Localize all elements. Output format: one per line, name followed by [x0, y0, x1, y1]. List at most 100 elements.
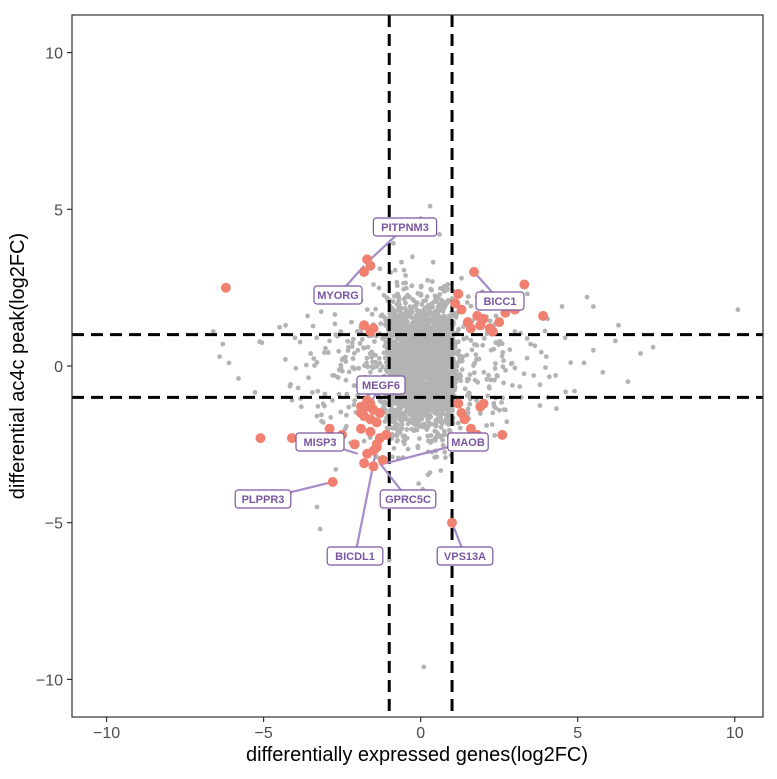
data-point-grey: [429, 311, 434, 317]
data-point-grey: [467, 372, 473, 377]
data-point-grey: [434, 315, 439, 321]
data-point-grey: [330, 397, 335, 403]
data-point-significant: [456, 304, 467, 315]
data-point-grey: [393, 413, 398, 419]
data-point-grey: [421, 664, 427, 670]
data-point-grey: [444, 287, 450, 293]
data-point-grey: [417, 423, 423, 429]
data-point-grey: [521, 371, 527, 377]
data-point-grey: [350, 356, 356, 361]
data-point-grey: [418, 386, 424, 392]
data-point-grey: [220, 341, 226, 347]
data-point-grey: [376, 356, 382, 361]
data-point-grey: [377, 266, 383, 272]
data-point-grey: [418, 346, 424, 351]
data-point-grey: [399, 399, 404, 405]
data-point-grey: [537, 403, 543, 408]
data-point-grey: [472, 370, 477, 376]
data-point-grey: [339, 357, 345, 363]
data-point-grey: [257, 339, 262, 345]
data-point-grey: [330, 373, 336, 378]
data-point-grey: [425, 424, 431, 430]
gene-label-box: [372, 217, 438, 237]
gene-label-myorg: MYORG: [313, 285, 363, 305]
x-tick-label: −5: [254, 725, 272, 742]
data-point-grey: [401, 361, 406, 367]
gene-label-box: [295, 432, 345, 452]
data-point-grey: [467, 401, 473, 407]
data-point-grey: [438, 315, 443, 321]
data-point-significant: [356, 423, 366, 434]
data-point-grey: [638, 351, 643, 356]
data-point-grey: [424, 294, 430, 299]
data-point-grey: [442, 449, 448, 455]
data-point-grey: [454, 368, 460, 374]
y-tick-label: 5: [54, 202, 63, 219]
data-point-grey: [306, 375, 311, 381]
data-point-grey: [440, 308, 446, 314]
data-point-significant: [447, 517, 457, 528]
data-point-grey: [446, 403, 452, 409]
data-point-grey: [394, 283, 400, 289]
data-point-grey: [422, 325, 427, 331]
data-point-grey: [411, 428, 417, 434]
data-point-grey: [437, 232, 442, 237]
data-point-grey: [319, 412, 324, 418]
data-point-grey: [446, 394, 452, 399]
y-tick-label: −10: [36, 672, 63, 689]
data-point-grey: [277, 324, 282, 330]
data-point-grey: [492, 366, 498, 371]
data-point-grey: [439, 351, 444, 357]
gene-label-text: MYORG: [317, 290, 359, 302]
data-point-grey: [416, 329, 421, 334]
data-point-grey: [442, 402, 447, 408]
gene-label-box: [356, 375, 406, 395]
data-point-significant: [365, 426, 376, 437]
data-point-grey: [430, 406, 436, 411]
data-point-grey: [543, 365, 548, 370]
data-point-significant: [453, 398, 464, 409]
data-point-grey: [373, 306, 378, 312]
data-point-significant: [453, 288, 464, 299]
data-point-grey: [407, 412, 413, 417]
data-point-grey: [376, 285, 382, 291]
data-point-grey: [403, 403, 408, 409]
data-point-grey: [457, 425, 463, 431]
data-point-grey: [425, 306, 431, 311]
data-point-grey: [422, 389, 427, 395]
data-point-grey: [510, 383, 515, 388]
data-point-grey: [543, 354, 549, 359]
gene-label-pitpnm3: PITPNM3: [372, 217, 438, 237]
data-point-grey: [386, 557, 392, 563]
data-point-grey: [226, 360, 232, 366]
data-point-grey: [354, 329, 360, 334]
data-point-grey: [388, 407, 394, 413]
data-point-grey: [322, 391, 328, 397]
data-point-grey: [532, 343, 538, 349]
data-point-significant: [465, 323, 476, 334]
data-point-grey: [404, 416, 410, 422]
data-point-grey: [343, 359, 349, 364]
data-point-grey: [401, 280, 406, 286]
data-point-grey: [438, 285, 443, 291]
data-point-grey: [369, 311, 375, 317]
data-point-grey: [295, 385, 301, 391]
data-point-grey: [396, 298, 402, 304]
x-tick-label: 5: [573, 725, 582, 742]
data-point-grey: [343, 354, 348, 360]
data-point-grey: [288, 381, 293, 387]
data-point-significant: [359, 458, 370, 469]
gene-label-megf6: MEGF6: [356, 375, 406, 395]
data-point-grey: [349, 344, 355, 349]
data-point-grey: [379, 312, 385, 318]
data-point-grey: [472, 342, 477, 347]
data-point-grey: [445, 298, 451, 303]
data-point-grey: [404, 319, 410, 324]
data-point-significant: [286, 433, 297, 444]
data-point-grey: [408, 364, 414, 370]
data-point-grey: [507, 347, 513, 353]
data-point-grey: [380, 336, 385, 341]
data-point-grey: [459, 275, 464, 281]
data-point-grey: [562, 335, 568, 341]
data-point-grey: [500, 350, 506, 355]
